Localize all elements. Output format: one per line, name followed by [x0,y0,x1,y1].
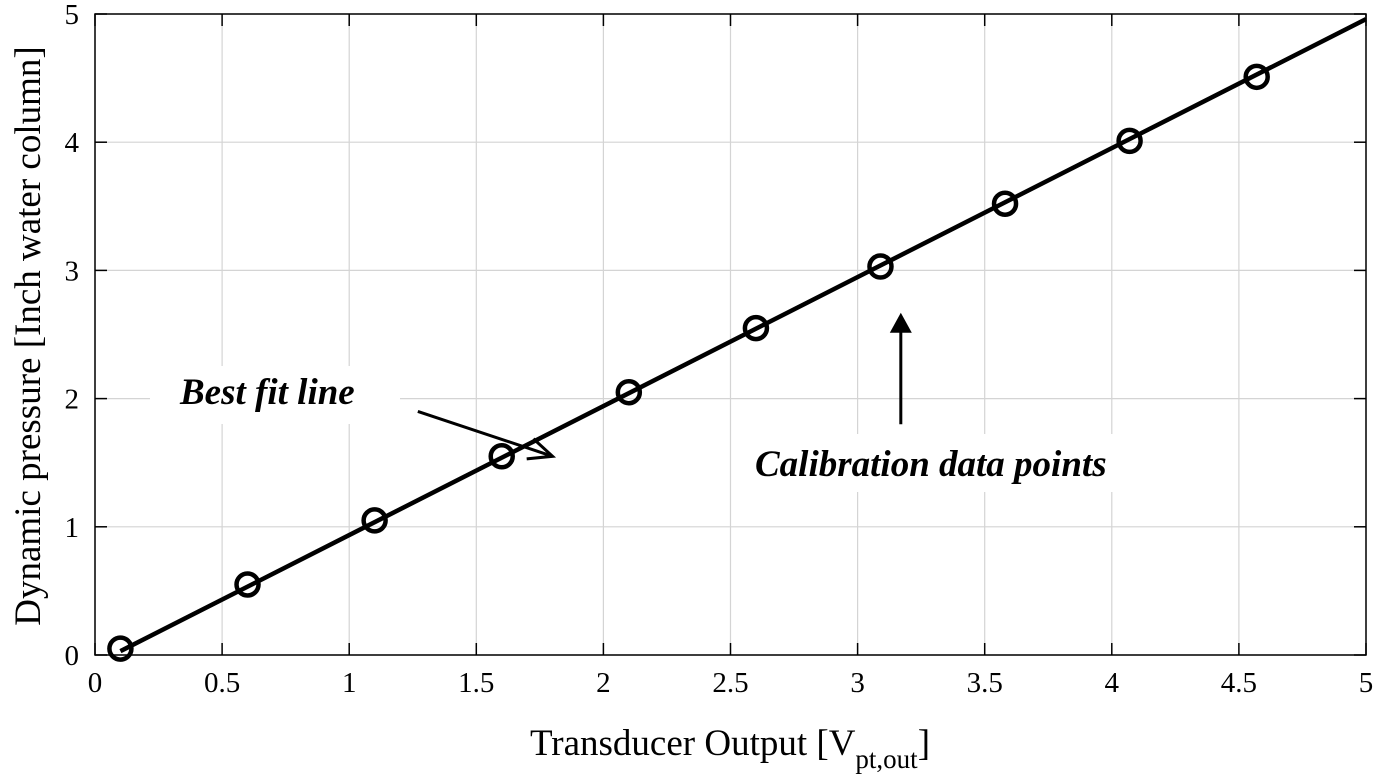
y-tick-label: 4 [65,127,80,159]
best-fit-line [119,17,1368,654]
x-axis-label-main: Transducer Output [V [530,723,856,764]
x-tick-label: 2.5 [712,667,748,699]
best-fit-arrow-shaft [417,409,554,458]
x-tick-label: 4 [1105,667,1120,699]
y-tick-label: 3 [65,255,80,287]
x-axis-label-close: ] [918,723,930,764]
calibration-point [361,507,388,534]
calibration-point [867,253,894,280]
calibration-arrow-head [889,312,912,333]
x-tick-label: 0 [88,667,103,699]
x-tick-label: 5 [1359,667,1374,699]
calibration-point [107,635,134,662]
calibration-point [1243,63,1270,91]
x-tick-label: 0.5 [204,667,240,699]
calibration-point [991,190,1019,217]
y-tick-label: 1 [65,512,80,544]
tick-labels: 0 0.5 1 1.5 2 2.5 3 3.5 4 4.5 5 0 1 2 3 4 5 [65,0,1374,699]
y-tick-label: 2 [65,384,80,416]
x-tick-label: 3.5 [967,667,1003,699]
calibration-label-background [735,434,1165,492]
x-tick-label: 1 [342,667,357,699]
calibration-point [1116,127,1143,155]
calibration-point [615,378,643,406]
x-tick-label: 3 [850,667,865,699]
y-tick-label: 5 [65,0,80,31]
grid [94,13,1367,656]
calibration-point [488,443,515,470]
x-tick-label: 1.5 [458,667,494,699]
calibration-point [742,314,770,342]
best-fit-arrow-head [526,437,557,461]
y-axis-label: Dynamic pressure [Inch water column] [8,46,49,625]
best-fit-label-background [150,366,400,424]
series-layer [107,17,1368,662]
y-tick-label: 0 [65,640,80,672]
x-tick-label: 4.5 [1221,667,1257,699]
x-axis-label-subscript: pt,out [855,744,918,774]
calibration-data-points-annotation: Calibration data points [755,444,1107,485]
x-tick-label: 2 [596,667,611,699]
annotations: Best fit line Calibration data points [150,312,1165,492]
best-fit-line-annotation: Best fit line [179,372,355,413]
x-axis-label: Transducer Output [Vpt,out] [530,723,930,774]
ticks [94,13,1367,656]
calibration-point [234,571,261,598]
